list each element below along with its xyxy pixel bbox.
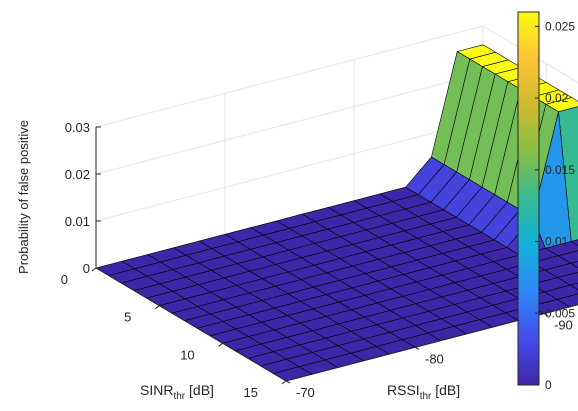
- x-axis-label-sub: thr: [173, 391, 185, 402]
- surface-patch: [569, 282, 578, 291]
- grid-line: [95, 119, 484, 222]
- y-axis-label: RSSIthr [dB]: [387, 382, 460, 402]
- colorbar-tick-label: 0.02: [545, 91, 569, 105]
- x-axis-label: SINRthr [dB]: [140, 382, 214, 402]
- colorbar-tick-label: 0.01: [545, 235, 569, 249]
- grid-line: [95, 25, 484, 128]
- x-tick-mark: [218, 342, 223, 347]
- colorbar-bar: [517, 11, 540, 386]
- z-tick-label: 0: [83, 261, 90, 276]
- x-axis-line: [95, 267, 287, 382]
- y-axis-label-sub: thr: [420, 391, 432, 402]
- x-axis-label-unit: [dB]: [185, 382, 214, 398]
- surface-patch: [570, 261, 578, 269]
- x-tick-mark: [281, 380, 287, 385]
- y-tick-mark: [543, 313, 549, 317]
- x-tick-label: 15: [244, 385, 258, 400]
- x-tick-mark: [91, 267, 97, 272]
- colorbar-tick-label: 0.005: [545, 306, 575, 320]
- y-tick-mark: [285, 380, 291, 384]
- y-tick-mark: [414, 346, 420, 350]
- x-tick-label: 0: [61, 272, 68, 287]
- z-tick-label: 0.02: [65, 167, 90, 182]
- x-tick-label: 5: [124, 310, 131, 325]
- colorbar-tick-label: 0.025: [545, 19, 575, 33]
- colorbar-tick-label: 0.015: [545, 163, 575, 177]
- z-axis-label: Probability of false positive: [16, 120, 31, 274]
- y-axis-label-main: RSSI: [387, 382, 420, 398]
- y-axis-label-unit: [dB]: [431, 382, 460, 398]
- y-tick-label: -80: [425, 351, 444, 366]
- x-tick-mark: [155, 305, 160, 310]
- grid-line: [482, 25, 578, 84]
- z-tick-label: 0.01: [65, 214, 90, 229]
- grid-line: [95, 72, 484, 175]
- x-axis-label-main: SINR: [140, 382, 173, 398]
- y-tick-label: -90: [554, 318, 573, 333]
- y-tick-label: -70: [296, 385, 315, 400]
- colorbar: 0 0.005 0.01 0.015 0.02 0.025: [517, 11, 575, 392]
- surface-patch: [570, 239, 578, 246]
- y-axis-line: [285, 304, 578, 382]
- z-tick-label: 0.03: [65, 120, 90, 135]
- colorbar-tick-label: 0: [545, 378, 552, 392]
- x-tick-label: 10: [180, 347, 194, 362]
- surface-layer: [95, 44, 578, 382]
